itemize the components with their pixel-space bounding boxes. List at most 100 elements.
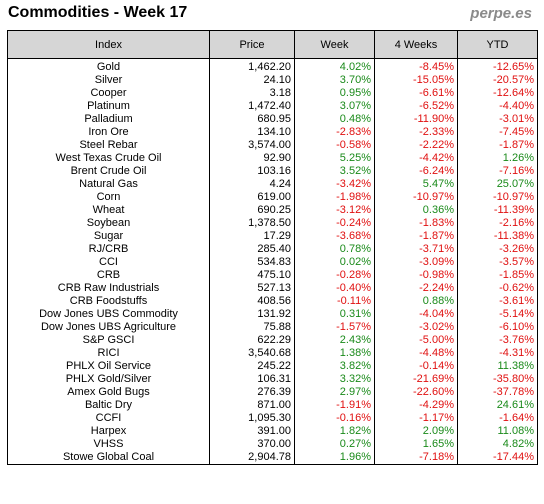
- table-row: Harpex 391.00 1.82% 2.09% 11.08%: [7, 425, 538, 438]
- index-cell: Platinum: [7, 100, 210, 113]
- ytd-change-cell: -3.57%: [457, 256, 538, 269]
- ytd-change-cell: 25.07%: [457, 178, 538, 191]
- index-cell: Amex Gold Bugs: [7, 386, 210, 399]
- ytd-change-cell: -17.44%: [457, 451, 538, 465]
- table-row: Silver 24.10 3.70% -15.05% -20.57%: [7, 74, 538, 87]
- index-cell: PHLX Oil Service: [7, 360, 210, 373]
- week-change-cell: -2.83%: [294, 126, 375, 139]
- week-change-cell: 2.43%: [294, 334, 375, 347]
- index-cell: VHSS: [7, 438, 210, 451]
- column-header-index: Index: [7, 30, 210, 59]
- four-week-change-cell: -1.87%: [374, 230, 458, 243]
- table-row: CCI 534.83 0.02% -3.09% -3.57%: [7, 256, 538, 269]
- four-week-change-cell: 0.36%: [374, 204, 458, 217]
- index-cell: Wheat: [7, 204, 210, 217]
- week-change-cell: 3.70%: [294, 74, 375, 87]
- four-week-change-cell: -2.33%: [374, 126, 458, 139]
- four-week-change-cell: -22.60%: [374, 386, 458, 399]
- four-week-change-cell: -15.05%: [374, 74, 458, 87]
- four-week-change-cell: -5.00%: [374, 334, 458, 347]
- price-cell: 1,472.40: [209, 100, 295, 113]
- week-change-cell: -0.11%: [294, 295, 375, 308]
- four-week-change-cell: -11.90%: [374, 113, 458, 126]
- table-row: West Texas Crude Oil 92.90 5.25% -4.42% 1.26…: [7, 152, 538, 165]
- ytd-change-cell: -6.10%: [457, 321, 538, 334]
- table-row: PHLX Gold/Silver 106.31 3.32% -21.69% -35.80…: [7, 373, 538, 386]
- ytd-change-cell: -1.85%: [457, 269, 538, 282]
- table-row: S&P GSCI 622.29 2.43% -5.00% -3.76%: [7, 334, 538, 347]
- four-week-change-cell: -6.52%: [374, 100, 458, 113]
- price-cell: 24.10: [209, 74, 295, 87]
- price-cell: 1,462.20: [209, 58, 295, 74]
- ytd-change-cell: -12.64%: [457, 87, 538, 100]
- week-change-cell: -1.91%: [294, 399, 375, 412]
- table-row: Dow Jones UBS Agriculture 75.88 -1.57% -3.0…: [7, 321, 538, 334]
- week-change-cell: 3.82%: [294, 360, 375, 373]
- week-change-cell: 0.02%: [294, 256, 375, 269]
- ytd-change-cell: -11.38%: [457, 230, 538, 243]
- ytd-change-cell: -3.76%: [457, 334, 538, 347]
- table-row: Baltic Dry 871.00 -1.91% -4.29% 24.61%: [7, 399, 538, 412]
- week-change-cell: -0.24%: [294, 217, 375, 230]
- four-week-change-cell: -8.45%: [374, 58, 458, 74]
- price-cell: 871.00: [209, 399, 295, 412]
- week-change-cell: 0.31%: [294, 308, 375, 321]
- commodities-table: Index Price Week 4 Weeks YTD Gold 1,462.2…: [7, 30, 538, 465]
- index-cell: Natural Gas: [7, 178, 210, 191]
- ytd-change-cell: -7.16%: [457, 165, 538, 178]
- column-header-ytd: YTD: [457, 30, 538, 59]
- index-cell: Cooper: [7, 87, 210, 100]
- column-header-price: Price: [209, 30, 295, 59]
- index-cell: RJ/CRB: [7, 243, 210, 256]
- table-row: Platinum 1,472.40 3.07% -6.52% -4.40%: [7, 100, 538, 113]
- table-row: Palladium 680.95 0.48% -11.90% -3.01%: [7, 113, 538, 126]
- ytd-change-cell: -12.65%: [457, 58, 538, 74]
- four-week-change-cell: -3.09%: [374, 256, 458, 269]
- four-week-change-cell: 0.88%: [374, 295, 458, 308]
- index-cell: CRB Foodstuffs: [7, 295, 210, 308]
- index-cell: CRB: [7, 269, 210, 282]
- price-cell: 131.92: [209, 308, 295, 321]
- index-cell: Steel Rebar: [7, 139, 210, 152]
- table-row: Cooper 3.18 0.95% -6.61% -12.64%: [7, 87, 538, 100]
- table-row: Stowe Global Coal 2,904.78 1.96% -7.18% -17.…: [7, 451, 538, 465]
- price-cell: 75.88: [209, 321, 295, 334]
- ytd-change-cell: -10.97%: [457, 191, 538, 204]
- four-week-change-cell: 1.65%: [374, 438, 458, 451]
- index-cell: CRB Raw Industrials: [7, 282, 210, 295]
- price-cell: 92.90: [209, 152, 295, 165]
- index-cell: Harpex: [7, 425, 210, 438]
- week-change-cell: 3.52%: [294, 165, 375, 178]
- ytd-change-cell: -37.78%: [457, 386, 538, 399]
- price-cell: 103.16: [209, 165, 295, 178]
- index-cell: PHLX Gold/Silver: [7, 373, 210, 386]
- ytd-change-cell: 24.61%: [457, 399, 538, 412]
- four-week-change-cell: -4.48%: [374, 347, 458, 360]
- table-row: Brent Crude Oil 103.16 3.52% -6.24% -7.16%: [7, 165, 538, 178]
- price-cell: 527.13: [209, 282, 295, 295]
- ytd-change-cell: -11.39%: [457, 204, 538, 217]
- price-cell: 134.10: [209, 126, 295, 139]
- price-cell: 4.24: [209, 178, 295, 191]
- price-cell: 3.18: [209, 87, 295, 100]
- price-cell: 534.83: [209, 256, 295, 269]
- price-cell: 1,378.50: [209, 217, 295, 230]
- ytd-change-cell: -4.40%: [457, 100, 538, 113]
- four-week-change-cell: -4.04%: [374, 308, 458, 321]
- four-week-change-cell: -4.29%: [374, 399, 458, 412]
- four-week-change-cell: 5.47%: [374, 178, 458, 191]
- four-week-change-cell: -10.97%: [374, 191, 458, 204]
- column-header-week: Week: [294, 30, 375, 59]
- four-week-change-cell: -2.24%: [374, 282, 458, 295]
- index-cell: S&P GSCI: [7, 334, 210, 347]
- week-change-cell: 0.48%: [294, 113, 375, 126]
- four-week-change-cell: -1.17%: [374, 412, 458, 425]
- table-row: CCFI 1,095.30 -0.16% -1.17% -1.64%: [7, 412, 538, 425]
- index-cell: Iron Ore: [7, 126, 210, 139]
- price-cell: 3,574.00: [209, 139, 295, 152]
- ytd-change-cell: -7.45%: [457, 126, 538, 139]
- four-week-change-cell: 2.09%: [374, 425, 458, 438]
- price-cell: 619.00: [209, 191, 295, 204]
- week-change-cell: -3.68%: [294, 230, 375, 243]
- table-row: CRB 475.10 -0.28% -0.98% -1.85%: [7, 269, 538, 282]
